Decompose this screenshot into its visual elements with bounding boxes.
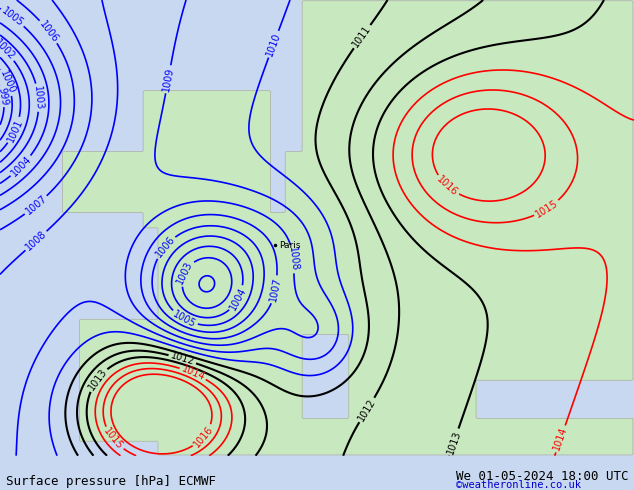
- Text: 1008: 1008: [287, 246, 299, 272]
- Text: 1012: 1012: [169, 351, 195, 368]
- Text: 1015: 1015: [101, 426, 125, 452]
- Text: ©weatheronline.co.uk: ©weatheronline.co.uk: [456, 480, 581, 490]
- Text: 1002: 1002: [0, 38, 16, 62]
- Text: Surface pressure [hPa] ECMWF: Surface pressure [hPa] ECMWF: [6, 474, 216, 488]
- Text: 1011: 1011: [351, 24, 373, 49]
- Text: 1016: 1016: [435, 174, 460, 198]
- Text: 1001: 1001: [5, 117, 25, 144]
- Text: We 01-05-2024 18:00 UTC (06+12): We 01-05-2024 18:00 UTC (06+12): [456, 469, 634, 483]
- Text: 1016: 1016: [192, 424, 216, 449]
- Text: 1006: 1006: [153, 234, 177, 260]
- Text: Paris: Paris: [279, 241, 301, 250]
- Text: 1014: 1014: [179, 364, 206, 383]
- Text: 1003: 1003: [32, 85, 44, 110]
- Text: 1013: 1013: [86, 367, 109, 392]
- Text: 1010: 1010: [264, 31, 283, 57]
- Text: 1012: 1012: [356, 397, 377, 423]
- Text: 1004: 1004: [9, 154, 34, 178]
- Text: 1015: 1015: [534, 198, 560, 220]
- Text: 1009: 1009: [161, 66, 176, 92]
- Text: 1000: 1000: [0, 69, 17, 96]
- Text: 1014: 1014: [552, 426, 569, 452]
- Text: 1003: 1003: [175, 260, 195, 286]
- Text: 999: 999: [0, 86, 10, 106]
- Text: 1007: 1007: [268, 276, 283, 303]
- Text: 1007: 1007: [23, 194, 49, 217]
- Text: 1013: 1013: [445, 429, 463, 455]
- Text: 1006: 1006: [37, 19, 60, 45]
- Text: 1008: 1008: [23, 229, 48, 253]
- Text: 1005: 1005: [171, 309, 198, 329]
- Text: 1005: 1005: [0, 6, 25, 28]
- Text: 1004: 1004: [228, 286, 249, 312]
